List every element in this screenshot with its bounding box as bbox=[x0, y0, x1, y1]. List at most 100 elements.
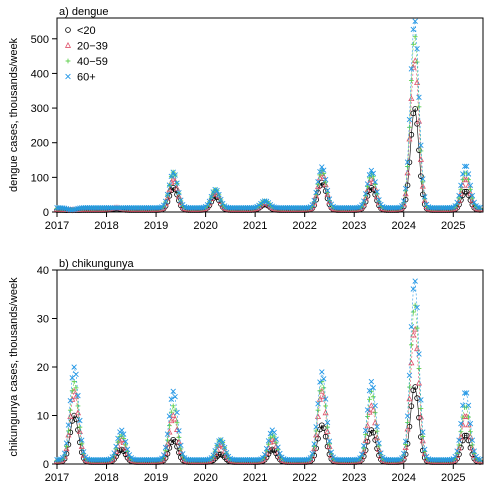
data-point bbox=[414, 345, 421, 352]
data-point bbox=[465, 402, 472, 409]
y-tick-label: 40 bbox=[37, 265, 49, 277]
data-point bbox=[420, 179, 426, 185]
data-point bbox=[73, 385, 79, 391]
data-point bbox=[421, 446, 428, 453]
data-point bbox=[119, 427, 125, 433]
data-point bbox=[266, 441, 271, 447]
legend-marker bbox=[64, 42, 72, 48]
data-point bbox=[360, 447, 367, 454]
data-point bbox=[274, 448, 282, 455]
data-point bbox=[404, 413, 411, 419]
data-point bbox=[173, 426, 181, 432]
data-point bbox=[267, 430, 274, 437]
data-point bbox=[419, 437, 426, 444]
data-point bbox=[180, 451, 186, 457]
data-point bbox=[419, 191, 426, 198]
series-line bbox=[57, 107, 481, 211]
data-point bbox=[452, 453, 458, 460]
data-point bbox=[368, 378, 375, 385]
data-point bbox=[115, 435, 121, 442]
data-point bbox=[370, 406, 377, 413]
data-point bbox=[475, 204, 481, 210]
data-point bbox=[367, 396, 372, 402]
data-point bbox=[408, 66, 415, 72]
x-tick-label: 2025 bbox=[441, 472, 465, 484]
data-point bbox=[214, 187, 220, 194]
data-point bbox=[65, 441, 72, 448]
data-point bbox=[471, 199, 477, 206]
data-point bbox=[315, 401, 321, 407]
data-point bbox=[477, 204, 483, 211]
data-point bbox=[362, 191, 369, 197]
data-point bbox=[166, 182, 173, 188]
data-point bbox=[61, 450, 68, 456]
data-point bbox=[374, 428, 380, 434]
data-point bbox=[208, 193, 215, 200]
data-point bbox=[120, 431, 127, 437]
data-point bbox=[458, 420, 464, 427]
data-point bbox=[418, 173, 424, 179]
data-point bbox=[77, 424, 83, 430]
data-point bbox=[161, 203, 167, 209]
x-tick-label: 2023 bbox=[342, 220, 366, 232]
data-point bbox=[466, 177, 471, 183]
data-point bbox=[418, 397, 424, 403]
data-point bbox=[155, 456, 161, 463]
data-point bbox=[408, 403, 415, 409]
data-point bbox=[311, 197, 317, 204]
data-point bbox=[74, 409, 82, 416]
legend: <20 20−39 40−59 60+ bbox=[64, 25, 108, 84]
data-point bbox=[366, 179, 373, 185]
data-point bbox=[402, 190, 409, 197]
data-point bbox=[75, 392, 81, 399]
data-point bbox=[401, 198, 407, 204]
x-tick-label: 2020 bbox=[193, 220, 217, 232]
data-point bbox=[170, 175, 177, 182]
data-point bbox=[324, 428, 331, 434]
data-point bbox=[218, 196, 224, 203]
data-point bbox=[467, 182, 474, 189]
data-point bbox=[166, 413, 173, 419]
data-point bbox=[372, 410, 378, 416]
data-point bbox=[460, 177, 466, 183]
data-point bbox=[370, 429, 377, 436]
data-point bbox=[122, 444, 129, 451]
data-point bbox=[448, 204, 455, 211]
data-point bbox=[204, 456, 211, 463]
data-point bbox=[322, 396, 329, 402]
data-point bbox=[408, 342, 414, 348]
data-point bbox=[212, 448, 218, 454]
x-tick-label: 2018 bbox=[94, 472, 118, 484]
data-point bbox=[214, 442, 220, 449]
data-point bbox=[368, 167, 375, 174]
x-tick-label: 2020 bbox=[193, 472, 217, 484]
data-point bbox=[374, 423, 380, 430]
data-point bbox=[166, 428, 173, 435]
data-point bbox=[364, 407, 371, 413]
data-point bbox=[64, 443, 69, 449]
data-point bbox=[170, 412, 177, 418]
data-point bbox=[261, 198, 268, 204]
legend-marker bbox=[65, 27, 71, 33]
data-point bbox=[263, 449, 270, 456]
data-point bbox=[463, 390, 470, 396]
data-point bbox=[315, 181, 321, 187]
data-point bbox=[174, 180, 180, 186]
data-point bbox=[416, 351, 422, 357]
data-point bbox=[260, 454, 266, 461]
data-point bbox=[319, 422, 325, 429]
data-point bbox=[324, 190, 331, 197]
data-point bbox=[311, 443, 317, 449]
data-point bbox=[461, 188, 468, 195]
data-point bbox=[164, 431, 171, 437]
data-point bbox=[168, 173, 175, 180]
data-point bbox=[315, 407, 321, 413]
data-point bbox=[395, 456, 401, 463]
data-point bbox=[309, 450, 316, 457]
data-point bbox=[210, 452, 216, 458]
x-tick-label: 2021 bbox=[243, 220, 267, 232]
data-point bbox=[174, 409, 180, 416]
data-point bbox=[199, 204, 205, 211]
data-point bbox=[159, 455, 165, 461]
data-point bbox=[417, 413, 424, 420]
